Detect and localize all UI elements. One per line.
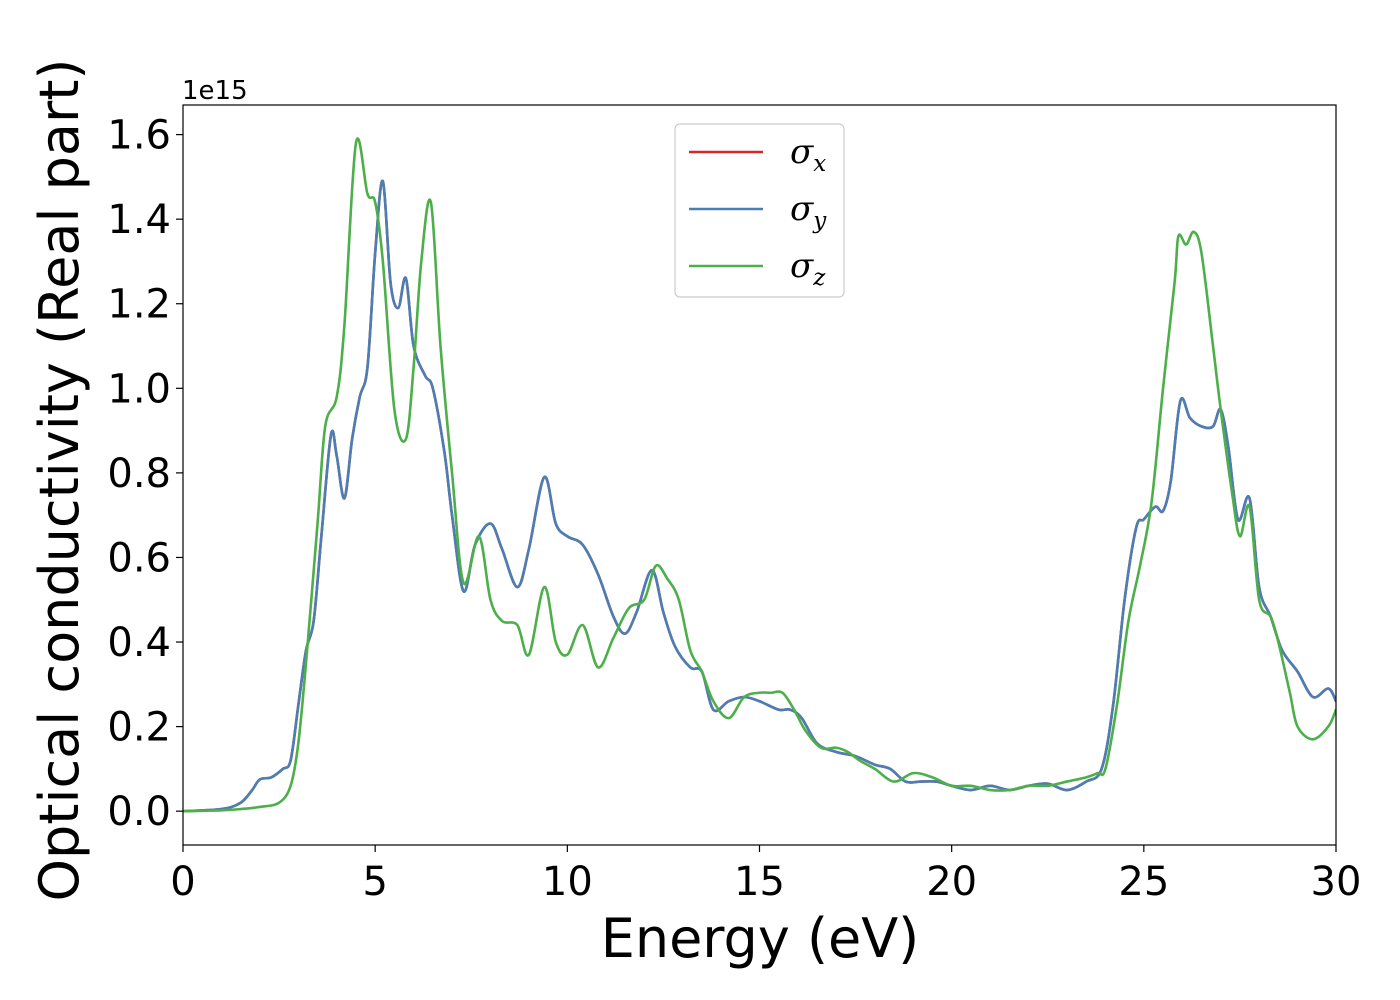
y-axis-title: Optical conductivity (Real part) bbox=[28, 59, 91, 902]
x-tick-label: 25 bbox=[1118, 859, 1169, 905]
x-tick-label: 0 bbox=[170, 859, 195, 905]
x-tick-label: 30 bbox=[1311, 859, 1362, 905]
y-tick-label: 0.0 bbox=[107, 789, 171, 835]
y-tick-label: 0.6 bbox=[107, 535, 171, 581]
x-axis-ticks: 0 5 10 15 20 25 30 bbox=[170, 845, 1361, 905]
x-tick-label: 10 bbox=[542, 859, 593, 905]
y-tick-label: 1.6 bbox=[107, 113, 171, 159]
legend-label-sigma-y: σy bbox=[790, 189, 827, 234]
legend: σx σy σz bbox=[674, 123, 845, 298]
y-axis-ticks: 0.0 0.2 0.4 0.6 0.8 1.0 1.2 1.4 1.6 bbox=[107, 113, 183, 835]
legend-box bbox=[674, 123, 845, 298]
series-line-sigma-y bbox=[183, 179, 1336, 813]
y-tick-label: 0.4 bbox=[107, 620, 171, 666]
x-tick-label: 20 bbox=[926, 859, 977, 905]
series-layer bbox=[183, 137, 1336, 813]
y-tick-label: 0.2 bbox=[107, 705, 171, 751]
y-tick-label: 1.0 bbox=[107, 366, 171, 412]
x-tick-label: 15 bbox=[734, 859, 785, 905]
x-axis-title: Energy (eV) bbox=[601, 907, 920, 970]
x-tick-label: 5 bbox=[362, 859, 387, 905]
series-line-sigma-z bbox=[183, 137, 1336, 813]
y-offset-text: 1e15 bbox=[182, 76, 248, 106]
y-tick-label: 1.2 bbox=[107, 282, 171, 328]
legend-label-sigma-z: σz bbox=[790, 246, 826, 291]
y-tick-label: 0.8 bbox=[107, 451, 171, 497]
legend-label-sigma-x: σx bbox=[790, 132, 826, 177]
y-tick-label: 1.4 bbox=[107, 197, 171, 243]
